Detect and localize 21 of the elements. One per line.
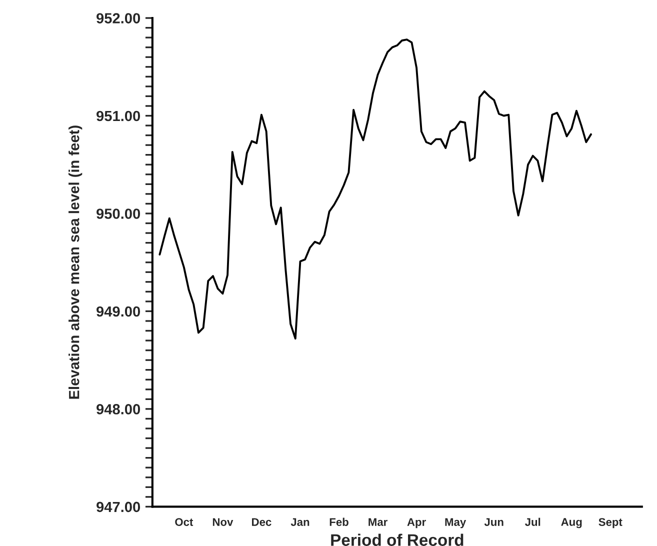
y-tick-label: 951.00 <box>96 110 140 122</box>
x-tick-label: Mar <box>368 518 388 526</box>
y-tick-label: 948.00 <box>96 404 140 414</box>
x-tick-label: May <box>445 518 466 528</box>
line-series <box>158 38 592 340</box>
y-tick-label: 950.00 <box>96 208 140 219</box>
x-tick-label: Jan <box>290 518 310 526</box>
y-tick-label: 949.00 <box>96 306 140 317</box>
x-tick-label: Aug <box>561 518 582 528</box>
x-tick-label: Apr <box>407 518 426 528</box>
x-tick-label: Sept <box>598 518 622 528</box>
x-tick-label: Jun <box>484 518 504 526</box>
x-tick-label: Feb <box>330 518 348 526</box>
x-axis-title: Period of Record <box>331 534 464 546</box>
y-axis-title: Elevation above mean sea level (in feet) <box>68 126 82 399</box>
x-tick-label: Dec <box>252 518 272 526</box>
x-tick-label: Oct <box>175 518 194 526</box>
x-tick-label: Nov <box>212 518 234 526</box>
y-tick-label: 947.00 <box>96 502 140 512</box>
x-tick-label: Jul <box>524 518 540 526</box>
y-tick-label: 952.00 <box>96 13 140 24</box>
